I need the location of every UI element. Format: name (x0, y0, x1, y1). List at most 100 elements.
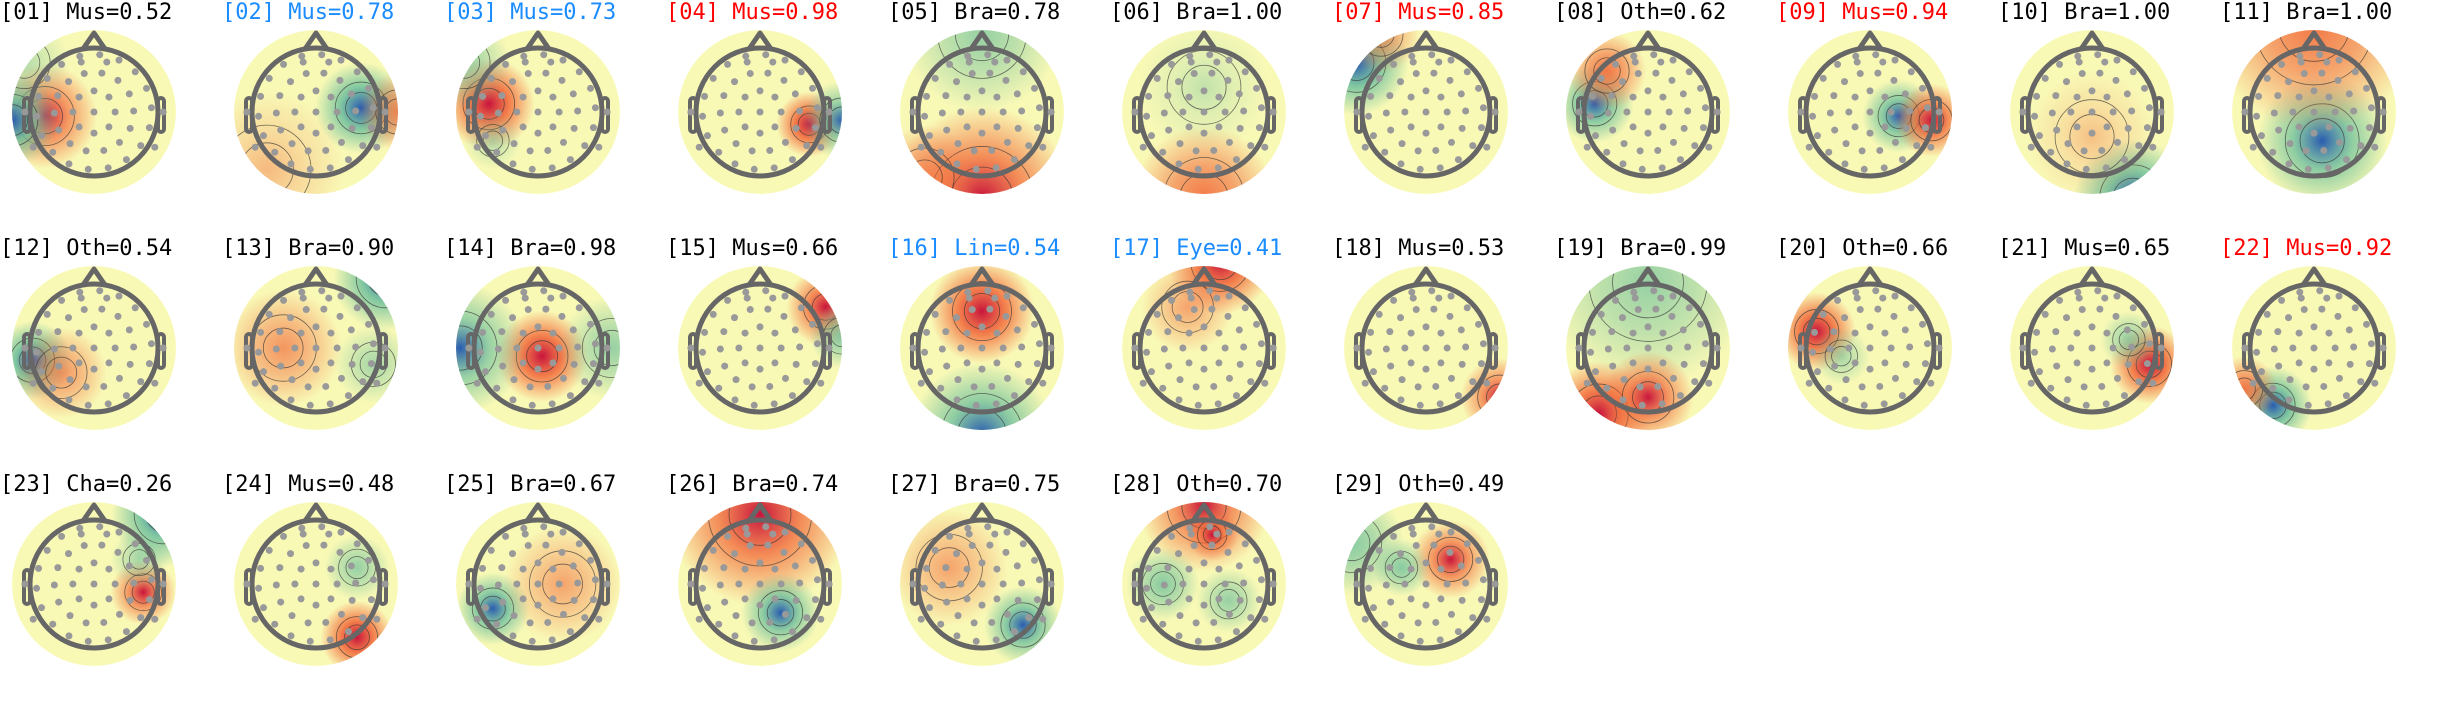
electrode-dot (1186, 288, 1194, 296)
electrode-dot (327, 329, 335, 337)
electrode-dot (115, 610, 123, 618)
electrode-dot (1019, 68, 1027, 76)
electrode-dot (1241, 540, 1249, 548)
electrode-dot (122, 392, 130, 400)
electrode-dot (287, 160, 295, 168)
electrode-dot (548, 400, 556, 408)
electrode-dot (1676, 392, 1684, 400)
electrode-dot (1361, 379, 1369, 387)
electrode-dot (986, 541, 994, 549)
electrode-dot (1139, 615, 1147, 623)
electrode-dot (540, 287, 548, 295)
electrode-dot (1035, 104, 1043, 112)
electrode-dot (978, 559, 986, 567)
electrode-dot (69, 580, 77, 588)
electrode-dot (2320, 146, 2328, 154)
electrode-dot (1876, 382, 1884, 390)
topomap-plot (1122, 30, 1286, 194)
electrode-dot (347, 90, 355, 98)
electrode-dot (756, 108, 764, 116)
electrode-dot (764, 541, 772, 549)
electrode-dot (1483, 379, 1491, 387)
electrode-dot (1381, 384, 1389, 392)
electrode-dot (1619, 160, 1627, 168)
electrode-dot (344, 392, 352, 400)
electrode-dot (1430, 541, 1438, 549)
electrode-dot (1437, 565, 1445, 573)
electrode-dot (1176, 612, 1184, 620)
electrode-dot (1644, 129, 1652, 137)
electrode-dot (1454, 628, 1462, 636)
electrode-dot (1412, 70, 1420, 78)
electrode-dot (993, 565, 1001, 573)
electrode-dot (735, 580, 743, 588)
electrode-dot (1437, 329, 1445, 337)
electrode-dot (373, 379, 381, 387)
electrode-dot (2320, 382, 2328, 390)
electrode-dot (90, 601, 98, 609)
electrode-dot (953, 78, 961, 86)
electrode-dot (43, 310, 51, 318)
electrode-dot (1003, 610, 1011, 618)
electrode-dot (781, 610, 789, 618)
electrode-dot (1825, 384, 1833, 392)
electrode-dot (519, 565, 527, 573)
electrode-dot (1018, 579, 1026, 587)
electrode-dot (69, 344, 77, 352)
electrode-dot (1019, 304, 1027, 312)
electrode-dot (589, 360, 597, 368)
electrode-dot (2295, 93, 2303, 101)
electrode-dot (1407, 565, 1415, 573)
nose-icon (524, 266, 552, 287)
electrode-dot (771, 359, 779, 367)
electrode-dot (473, 615, 481, 623)
electrode-dot (1179, 108, 1187, 116)
electrode-dot (1691, 142, 1699, 150)
topomap-23: [23] Cha=0.26 (0, 472, 222, 708)
electrode-dot (1483, 615, 1491, 623)
electrode-dot (251, 379, 259, 387)
electrode-dot (978, 129, 986, 137)
electrode-dot (312, 87, 320, 95)
topomap-9: [09] Mus=0.94 (1776, 0, 1998, 236)
contour-line (344, 624, 370, 651)
electrode-dot (369, 340, 377, 348)
electrode-dot (1879, 58, 1887, 66)
electrode-dot (1462, 579, 1470, 587)
electrode-dot (1236, 124, 1244, 132)
electrode-dot (104, 636, 112, 644)
electrode-dot (1902, 124, 1910, 132)
nose-icon (746, 30, 774, 51)
electrode-dot (917, 615, 925, 623)
electrode-dot (1650, 51, 1658, 59)
electrode-dot (703, 604, 711, 612)
electrode-dot (2041, 74, 2049, 82)
electrode-dot (993, 329, 1001, 337)
topomap-8: [08] Oth=0.62 (1554, 0, 1776, 236)
electrode-dot (1604, 109, 1612, 117)
electrode-dot (1881, 329, 1889, 337)
electrode-dot (1200, 365, 1208, 373)
electrode-dot (337, 374, 345, 382)
electrode-dot (1422, 87, 1430, 95)
electrode-dot (1475, 556, 1483, 564)
electrode-dot (1213, 530, 1221, 538)
electrode-dot (1819, 74, 1827, 82)
electrode-dot (76, 524, 84, 532)
electrode-dot (104, 164, 112, 172)
topomap-15: [15] Mus=0.66 (666, 236, 888, 472)
electrode-dot (569, 90, 577, 98)
electrode-dot (2371, 379, 2379, 387)
topomap-plot (678, 502, 842, 666)
electrode-dot (1185, 359, 1193, 367)
electrode-dot (1407, 359, 1415, 367)
electrode-dot (2253, 112, 2261, 120)
electrode-dot (520, 524, 528, 532)
electrode-dot (559, 56, 567, 64)
topomap-24: [24] Mus=0.48 (222, 472, 444, 708)
electrode-dot (1697, 84, 1705, 92)
electrode-dot (1898, 392, 1906, 400)
electrode-dot (756, 344, 764, 352)
electrode-dot (312, 344, 320, 352)
electrode-dot (1190, 70, 1198, 78)
